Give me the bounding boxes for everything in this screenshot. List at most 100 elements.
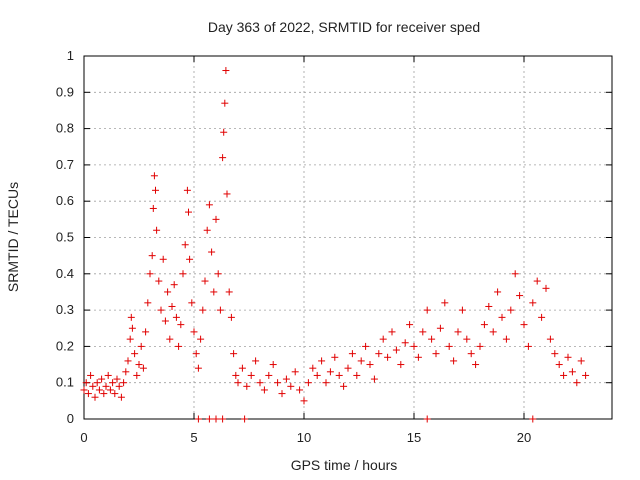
data-point	[445, 342, 453, 350]
data-point	[318, 357, 326, 365]
x-tick-label: 15	[407, 430, 421, 445]
data-point	[127, 313, 135, 321]
data-point	[454, 328, 462, 336]
data-point	[269, 361, 277, 369]
data-point	[100, 390, 108, 398]
data-point	[219, 154, 227, 162]
data-point	[498, 313, 506, 321]
data-point	[188, 299, 196, 307]
x-tick-label: 20	[517, 430, 531, 445]
data-point	[131, 350, 139, 358]
data-point	[551, 350, 559, 358]
data-point	[577, 357, 585, 365]
data-point	[91, 393, 99, 401]
data-point	[80, 386, 88, 394]
x-tick-label: 0	[80, 430, 87, 445]
data-point	[155, 277, 163, 285]
data-point	[179, 270, 187, 278]
data-point	[221, 99, 229, 107]
data-point	[208, 248, 216, 256]
data-point	[146, 270, 154, 278]
data-point	[392, 346, 400, 354]
data-point	[419, 328, 427, 336]
y-tick-label: 0.5	[56, 230, 74, 245]
data-point	[232, 371, 240, 379]
data-point	[489, 328, 497, 336]
y-tick-label: 0.1	[56, 375, 74, 390]
data-point	[106, 386, 114, 394]
data-point	[241, 415, 249, 423]
data-point	[181, 241, 189, 249]
data-point	[170, 281, 178, 289]
data-point	[247, 371, 255, 379]
data-point	[223, 190, 231, 198]
data-point	[168, 302, 176, 310]
data-point	[192, 350, 200, 358]
data-point	[128, 324, 136, 332]
y-tick-label: 0	[67, 411, 74, 426]
data-point	[84, 390, 92, 398]
data-point	[197, 335, 205, 343]
data-point	[89, 382, 97, 390]
tick-layer: 00.10.20.30.40.50.60.70.80.910 5 10 15 20	[56, 48, 612, 445]
y-tick-label: 0.8	[56, 121, 74, 136]
data-point	[122, 368, 130, 376]
data-point	[252, 357, 260, 365]
y-tick-label: 1	[67, 48, 74, 63]
data-point	[560, 371, 568, 379]
data-point	[476, 342, 484, 350]
data-point	[230, 350, 238, 358]
data-point	[214, 270, 222, 278]
data-point	[287, 382, 295, 390]
data-point	[149, 204, 157, 212]
data-point	[533, 277, 541, 285]
data-point	[210, 288, 218, 296]
data-point	[183, 186, 191, 194]
data-point	[357, 357, 365, 365]
data-point	[216, 306, 224, 314]
data-point	[186, 255, 194, 263]
data-point	[93, 379, 101, 387]
data-point	[115, 382, 123, 390]
data-point	[190, 328, 198, 336]
data-point	[436, 324, 444, 332]
data-point	[220, 128, 228, 136]
data-point	[494, 288, 502, 296]
data-point	[133, 371, 141, 379]
y-tick-label: 0.7	[56, 157, 74, 172]
data-point	[265, 371, 273, 379]
data-point	[142, 328, 150, 336]
data-point	[423, 415, 431, 423]
x-tick-label: 5	[190, 430, 197, 445]
data-point	[212, 415, 220, 423]
data-point	[379, 335, 387, 343]
data-point	[111, 390, 119, 398]
data-point	[161, 317, 169, 325]
data-point	[199, 306, 207, 314]
data-point	[524, 342, 532, 350]
y-tick-label: 0.4	[56, 266, 74, 281]
data-point	[124, 357, 132, 365]
data-points	[80, 67, 590, 423]
data-point	[144, 299, 152, 307]
x-tick-label: 10	[297, 430, 311, 445]
data-point	[194, 415, 202, 423]
data-point	[384, 353, 392, 361]
data-point	[463, 335, 471, 343]
data-point	[148, 252, 156, 260]
y-tick-label: 0.6	[56, 193, 74, 208]
grid-layer	[84, 56, 612, 419]
data-point	[219, 415, 227, 423]
data-point	[529, 299, 537, 307]
data-point	[406, 321, 414, 329]
data-point	[414, 353, 422, 361]
data-point	[203, 226, 211, 234]
data-point	[313, 371, 321, 379]
data-point	[194, 364, 202, 372]
data-point	[340, 382, 348, 390]
data-point	[568, 368, 576, 376]
data-point	[95, 386, 103, 394]
data-point	[441, 299, 449, 307]
data-point	[423, 306, 431, 314]
